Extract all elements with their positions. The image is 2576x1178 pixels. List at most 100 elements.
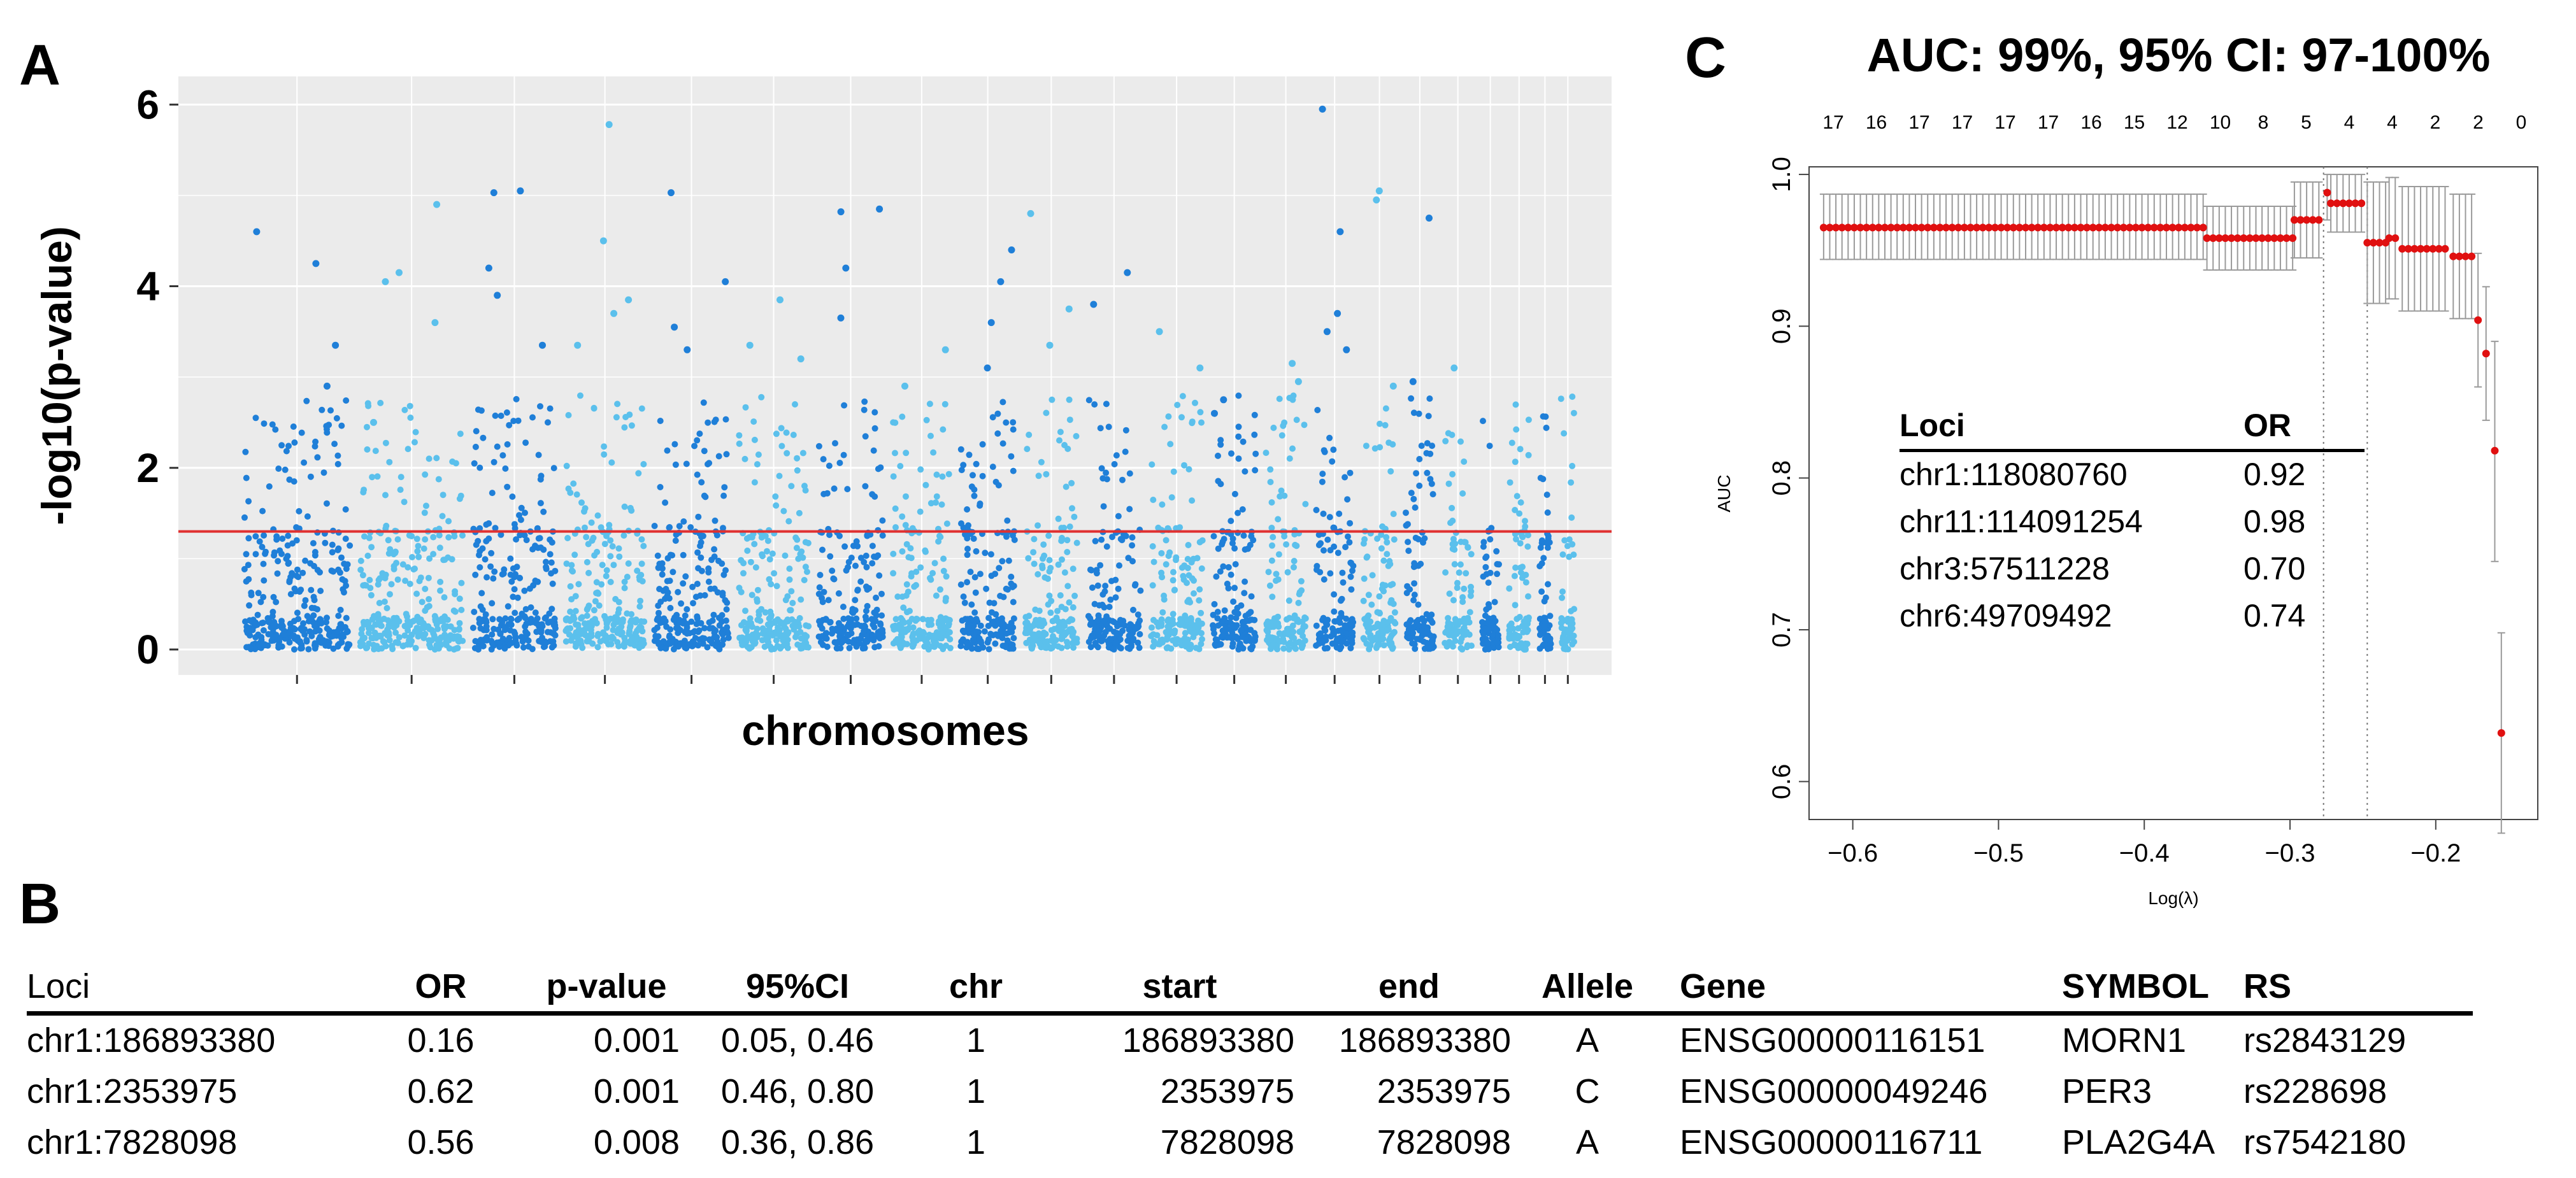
manhattan-point (313, 622, 320, 629)
manhattan-point (769, 550, 776, 557)
manhattan-point (680, 580, 687, 587)
manhattan-point (706, 619, 713, 626)
y-tick-label: 0 (136, 627, 159, 672)
manhattan-point (537, 403, 543, 410)
manhattan-point (863, 564, 870, 571)
manhattan-point (798, 596, 805, 603)
manhattan-point (861, 398, 868, 405)
manhattan-point (654, 616, 661, 623)
manhattan-point (680, 551, 687, 558)
manhattan-point (475, 537, 482, 544)
manhattan-point (312, 642, 319, 649)
manhattan-point (863, 607, 869, 614)
manhattan-point (792, 634, 799, 641)
table-row: chr11:114091254 0.98 (1900, 499, 2365, 546)
manhattan-point (504, 441, 511, 448)
manhattan-point (335, 566, 342, 573)
manhattan-point (715, 453, 722, 460)
manhattan-point (578, 614, 585, 621)
manhattan-point (608, 459, 615, 466)
manhattan-point (861, 406, 868, 413)
manhattan-point (599, 562, 606, 569)
manhattan-point (489, 640, 496, 647)
manhattan-point (621, 585, 628, 592)
manhattan-point (402, 578, 409, 585)
manhattan-point (853, 538, 860, 545)
manhattan-point (740, 570, 747, 577)
manhattan-point (386, 458, 393, 465)
manhattan-point (537, 476, 544, 483)
auc-top-axis-label: 17 (1822, 112, 1843, 133)
manhattan-point (798, 635, 805, 642)
manhattan-point (594, 548, 601, 555)
manhattan-point (701, 625, 708, 632)
manhattan-point (440, 557, 447, 564)
ci-cell: 0.05, 0.46 (720, 1021, 875, 1060)
manhattan-point (694, 613, 701, 620)
manhattan-point (768, 581, 775, 588)
manhattan-point (711, 585, 718, 592)
manhattan-point (861, 628, 868, 635)
manhattan-point (861, 558, 868, 565)
manhattan-point (452, 591, 459, 597)
manhattan-point (471, 460, 478, 467)
manhattan-point (792, 619, 799, 625)
manhattan-point (862, 552, 869, 559)
auc-top-axis-label: 17 (1952, 112, 1973, 133)
manhattan-point (869, 560, 876, 567)
manhattan-point (659, 565, 666, 572)
manhattan-point (621, 424, 628, 431)
manhattan-point (301, 602, 308, 609)
manhattan-point (381, 599, 388, 605)
manhattan-point (875, 552, 882, 559)
manhattan-point (638, 560, 645, 567)
manhattan-point (678, 600, 685, 607)
manhattan-point (844, 631, 851, 638)
manhattan-point (638, 572, 645, 578)
manhattan-point (582, 524, 588, 531)
manhattan-point (829, 567, 836, 574)
manhattan-point (492, 412, 499, 419)
manhattan-point (420, 545, 427, 552)
loci-cell: chr1:186893380 (27, 1021, 276, 1060)
auc-point (2491, 446, 2499, 455)
manhattan-point (870, 447, 877, 454)
rs-cell: rs228698 (2243, 1072, 2387, 1111)
manhattan-point (433, 455, 440, 462)
manhattan-point (252, 533, 259, 540)
manhattan-point (406, 402, 413, 409)
manhattan-point (667, 626, 674, 633)
manhattan-point (754, 598, 761, 605)
manhattan-point (290, 478, 297, 485)
manhattan-point (761, 627, 768, 634)
table-row: chr1:118080760 0.92 (1900, 452, 2365, 499)
manhattan-point (694, 437, 701, 444)
auc-point (2289, 234, 2297, 243)
manhattan-point (494, 443, 501, 450)
manhattan-point (492, 525, 499, 532)
manhattan-point (454, 644, 461, 651)
manhattan-point (376, 575, 383, 582)
manhattan-point (615, 545, 622, 552)
manhattan-point (854, 543, 861, 550)
manhattan-point (427, 644, 434, 651)
manhattan-point (564, 535, 571, 541)
auc-top-axis-label: 12 (2166, 112, 2187, 133)
manhattan-point (563, 462, 570, 469)
manhattan-point (933, 471, 940, 478)
manhattan-point (532, 609, 539, 616)
manhattan-point (522, 439, 529, 446)
manhattan-point (280, 632, 287, 638)
manhattan-point (790, 432, 797, 438)
manhattan-point (290, 632, 297, 639)
manhattan-point (333, 415, 340, 422)
manhattan-point (336, 625, 343, 632)
manhattan-point (780, 507, 787, 514)
manhattan-point (364, 446, 371, 453)
manhattan-point (607, 579, 614, 585)
or-cell: 0.16 (407, 1021, 475, 1060)
manhattan-point (514, 594, 521, 601)
manhattan-point (711, 546, 718, 553)
manhattan-point (838, 623, 845, 630)
